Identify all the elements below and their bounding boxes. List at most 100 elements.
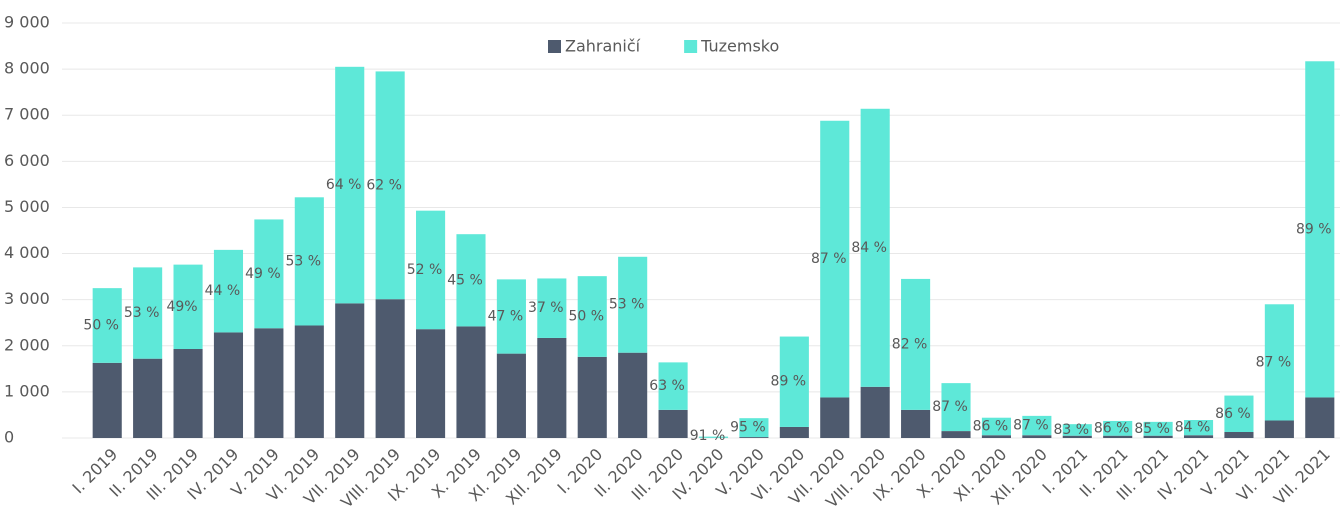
bar-segment — [294, 197, 324, 326]
bar-segment — [1264, 304, 1294, 421]
bar-segment — [1103, 420, 1133, 436]
bar-segment — [1022, 435, 1052, 438]
legend-label: Zahraničí — [565, 37, 641, 56]
y-tick-label: 1 000 — [4, 381, 50, 400]
share-label: 44 % — [205, 283, 241, 299]
share-label: 89 % — [771, 374, 807, 390]
bar-segment — [820, 397, 850, 438]
bar-segment — [618, 256, 648, 353]
bar-segment — [698, 436, 729, 438]
share-label: 85 % — [1134, 421, 1170, 437]
bar-segment — [375, 71, 405, 300]
share-label: 89 % — [1296, 221, 1332, 237]
bar-segment — [820, 120, 850, 398]
bar-segment — [739, 437, 769, 438]
bar-segment — [981, 417, 1011, 436]
y-tick-label: 2 000 — [4, 335, 50, 354]
legend-swatch — [548, 40, 561, 53]
bar-segment — [779, 336, 809, 427]
bar-segment — [1224, 432, 1254, 438]
bar-segment — [739, 418, 769, 438]
bar-segment — [496, 353, 526, 438]
bar-segment — [577, 276, 607, 357]
share-label: 53 % — [286, 253, 322, 269]
bar-segment — [416, 210, 446, 330]
share-label: 91 % — [690, 428, 726, 444]
bar-segment — [213, 249, 244, 333]
y-tick-label: 3 000 — [4, 289, 50, 308]
bar-segment — [941, 383, 971, 432]
bar-segment — [456, 234, 486, 327]
bar-segment — [1062, 435, 1092, 438]
share-label: 50 % — [83, 317, 119, 333]
share-label: 86 % — [1094, 420, 1130, 436]
bar-segment — [1183, 420, 1214, 436]
share-label: 86 % — [973, 418, 1009, 434]
bar-segment — [860, 108, 890, 387]
bar-segment — [294, 325, 324, 438]
share-label: 47 % — [488, 308, 524, 324]
share-label: 87 % — [932, 399, 968, 415]
share-label: 50 % — [568, 308, 604, 324]
legend-label: Tuzemsko — [700, 37, 779, 56]
bar-segment — [335, 303, 365, 438]
bar-segment — [779, 426, 809, 438]
bar-segment — [658, 409, 688, 438]
share-label: 62 % — [366, 177, 402, 193]
bar-segment — [618, 352, 648, 438]
share-label: 52 % — [407, 262, 443, 278]
bar-segment — [1062, 424, 1092, 436]
bar-segment — [537, 278, 567, 338]
y-tick-label: 5 000 — [4, 197, 50, 216]
bar-segment — [92, 362, 122, 438]
y-tick-label: 9 000 — [4, 13, 50, 32]
share-label: 53 % — [124, 305, 160, 321]
y-tick-label: 6 000 — [4, 151, 50, 170]
share-label: 86 % — [1215, 406, 1251, 422]
share-label: 49% — [166, 299, 197, 315]
bar-segment — [941, 431, 971, 438]
bar-segment — [537, 337, 567, 438]
bar-segment — [860, 386, 890, 438]
share-label: 84 % — [1175, 420, 1211, 436]
share-label: 84 % — [851, 240, 887, 256]
bar-segment — [1143, 435, 1173, 438]
bar-segment — [1022, 415, 1052, 436]
y-tick-label: 8 000 — [4, 59, 50, 78]
bar-segment — [1103, 435, 1133, 438]
bar-segment — [173, 349, 203, 438]
share-label: 63 % — [649, 378, 685, 394]
legend-swatch — [684, 40, 698, 53]
bar-segment — [133, 267, 163, 359]
bar-segment — [577, 356, 607, 438]
bar-segment — [456, 326, 486, 438]
share-label: 87 % — [811, 251, 847, 267]
bar-segment — [375, 299, 405, 438]
share-label: 87 % — [1256, 354, 1292, 370]
y-tick-label: 7 000 — [4, 105, 50, 124]
bar-segment — [1264, 420, 1294, 438]
y-tick-label: 4 000 — [4, 243, 50, 262]
bar-segment — [416, 329, 446, 438]
share-label: 82 % — [892, 336, 928, 352]
bar-segment — [1143, 421, 1173, 436]
bar-segment — [981, 435, 1011, 438]
share-label: 83 % — [1053, 422, 1089, 438]
bar-segment — [133, 358, 163, 438]
bar-segment — [254, 328, 284, 438]
bar-segment — [254, 219, 284, 329]
bar-segment — [213, 332, 244, 438]
bar-segment — [901, 409, 931, 438]
share-label: 53 % — [609, 297, 645, 313]
bar-segment — [1183, 435, 1214, 438]
share-label: 64 % — [326, 177, 362, 193]
bar-segment — [658, 362, 688, 410]
share-label: 49 % — [245, 266, 281, 282]
bar-segment — [1305, 61, 1335, 398]
share-label: 45 % — [447, 272, 483, 288]
bar-segment — [173, 264, 203, 350]
bar-segment — [335, 66, 365, 304]
share-label: 37 % — [528, 300, 564, 316]
share-label: 95 % — [730, 420, 766, 436]
